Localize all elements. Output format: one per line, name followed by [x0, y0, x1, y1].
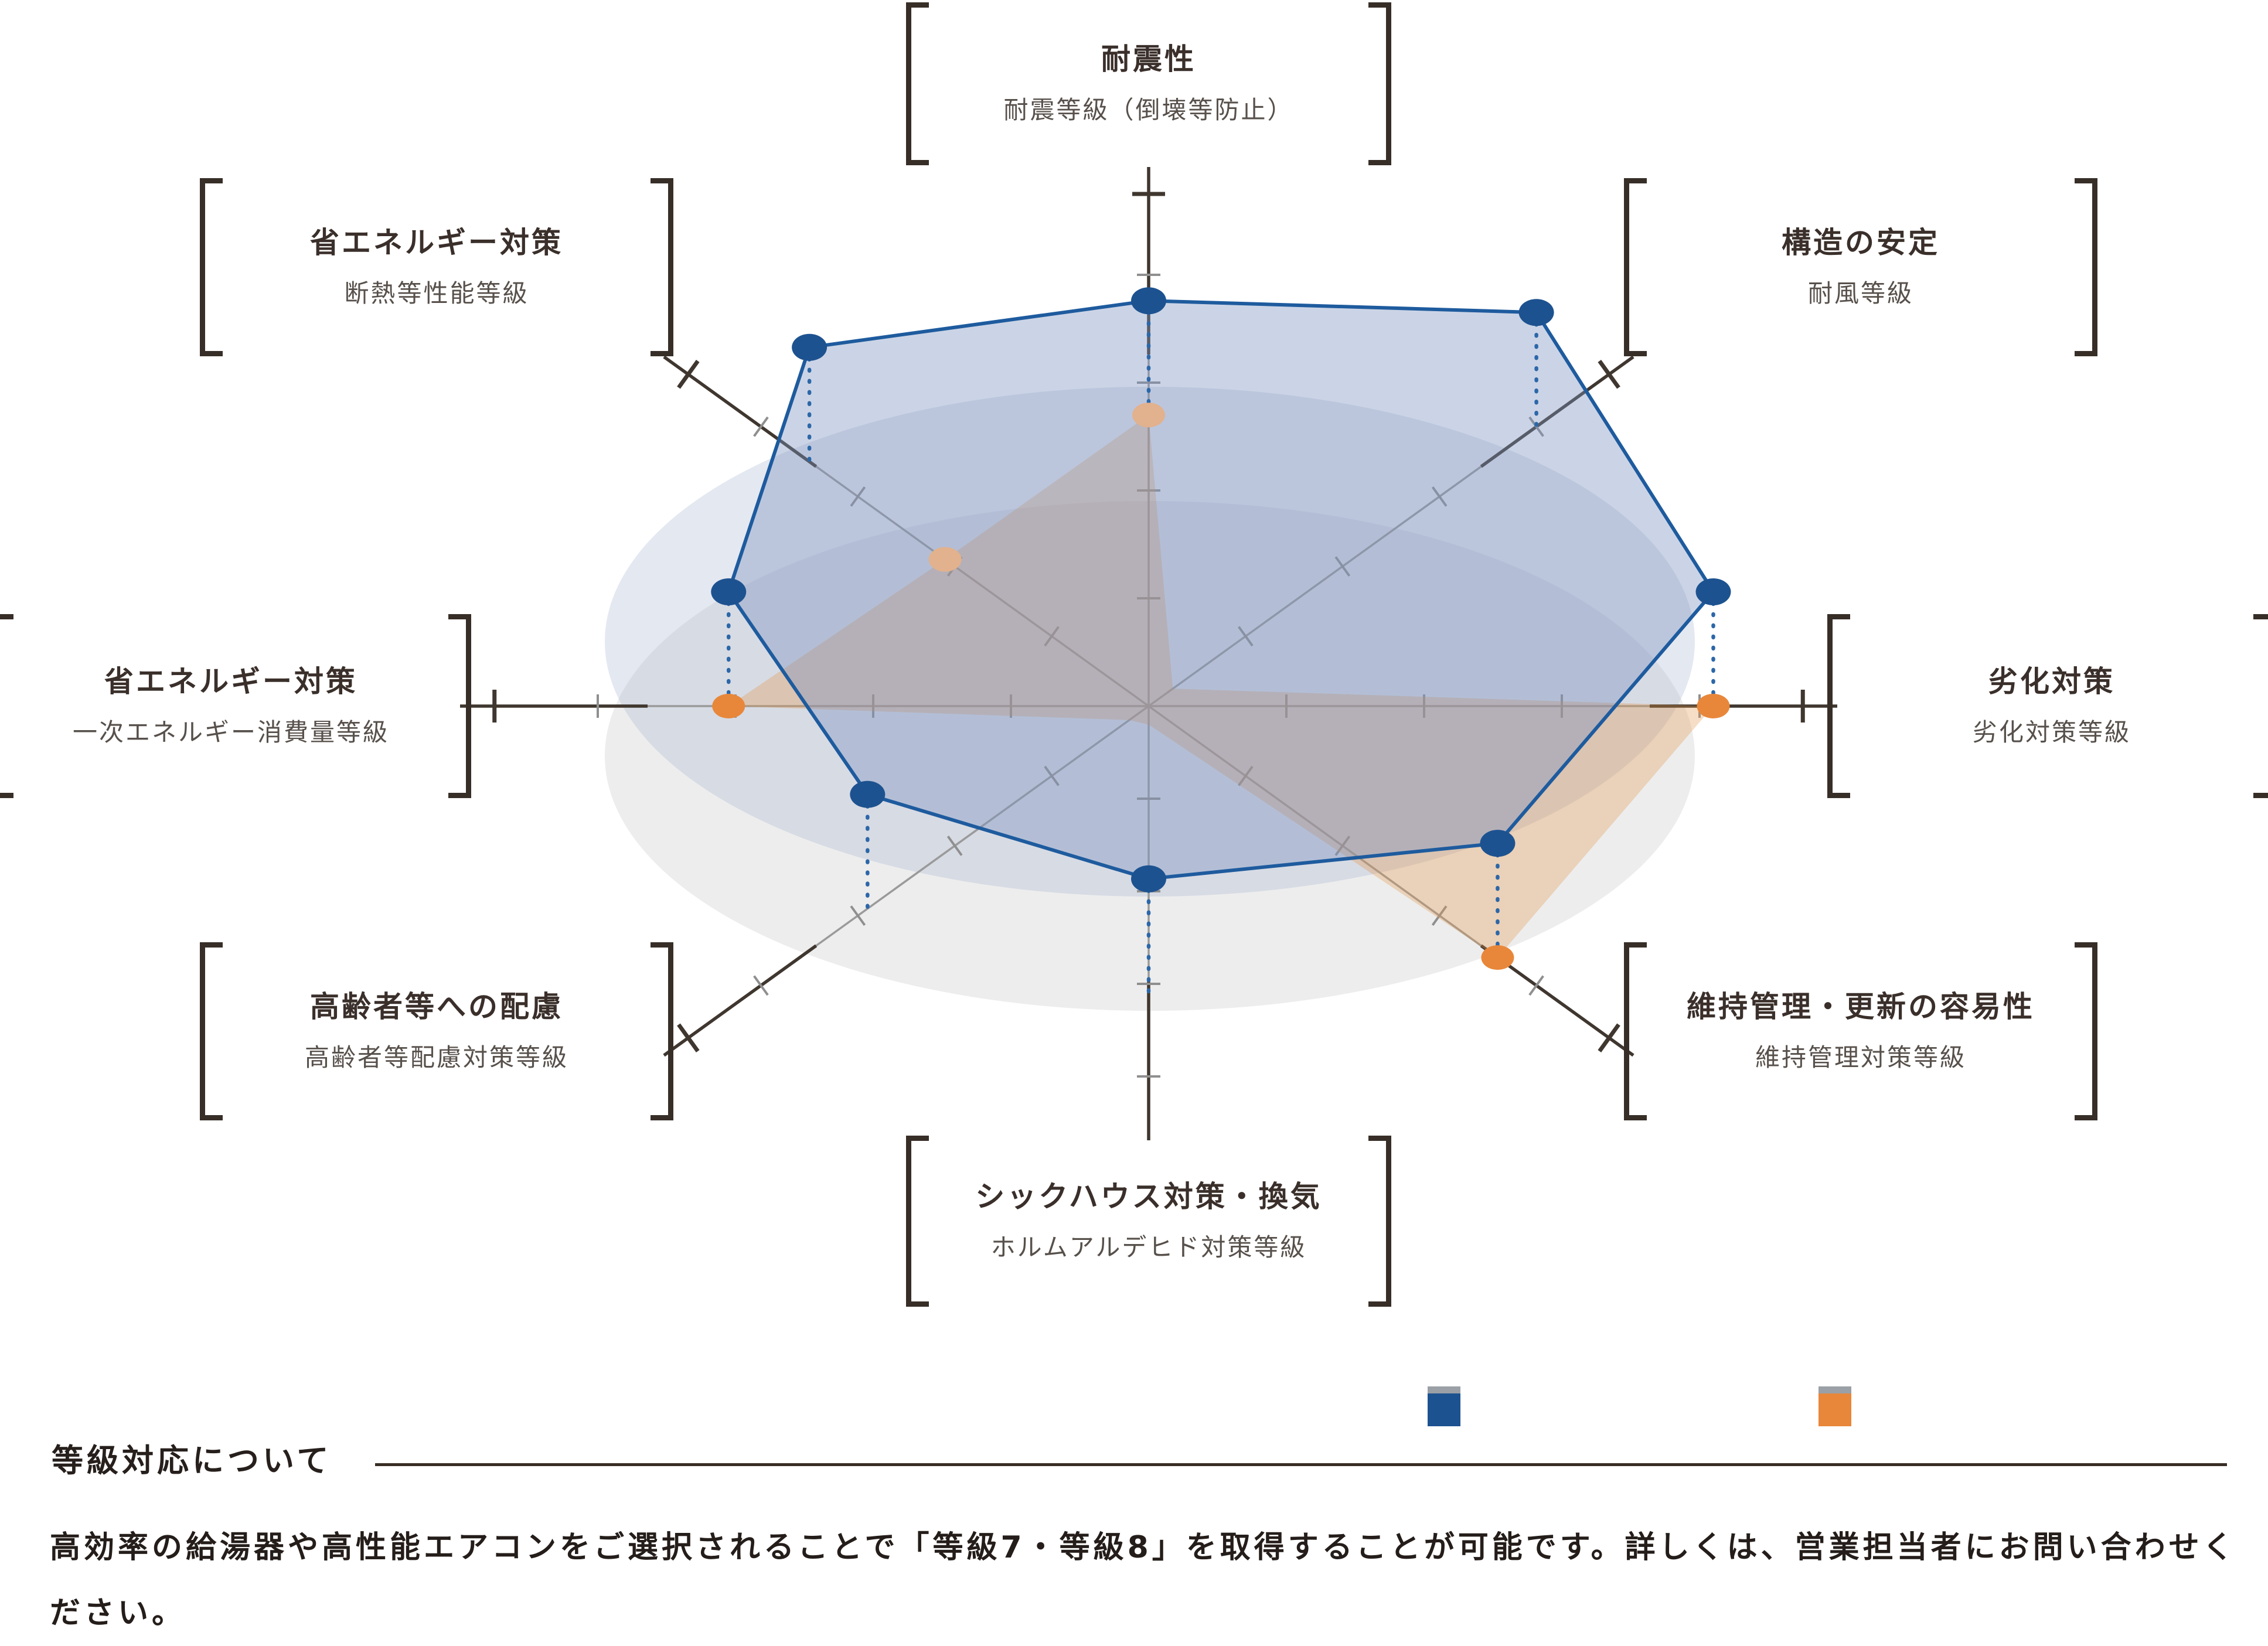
- axis-subtitle: 維持管理対策等級: [1755, 1043, 1966, 1072]
- bracket-right-icon: [651, 178, 673, 356]
- axis-title: シックハウス対策・換気: [975, 1180, 1322, 1214]
- base-plane-ellipse: [605, 501, 1695, 1011]
- axis-label-structure: 構造の安定 耐風等級: [1624, 178, 2097, 356]
- axis-tick: [1431, 905, 1448, 926]
- axis-tick-outer: [1598, 360, 1620, 389]
- axis-label-elderly: 高齢者等への配慮 高齢者等配慮対策等級: [200, 942, 673, 1120]
- axis-tick-outer: [677, 1023, 700, 1052]
- axis-tick: [946, 836, 963, 856]
- bracket-left-icon: [1624, 942, 1647, 1120]
- axis-subtitle: 高齢者等配慮対策等級: [304, 1043, 568, 1072]
- axis-label-insulation: 省エネルギー対策 断熱等性能等級: [200, 178, 673, 356]
- bracket-right-icon: [2075, 942, 2097, 1120]
- axis-tick: [753, 975, 769, 996]
- bracket-left-icon: [906, 2, 929, 165]
- axis-tick: [1238, 626, 1254, 647]
- footer-body-text: 高効率の給湯器や高性能エアコンをご選択されることで「等級7・等級8」を取得するこ…: [50, 1530, 2237, 1631]
- axis-subtitle: 耐風等級: [1807, 279, 1913, 308]
- axis-title: 省エネルギー対策: [104, 664, 357, 699]
- bracket-right-icon: [1368, 1136, 1391, 1307]
- orange-data-point: [712, 694, 745, 718]
- axis-title: 構造の安定: [1782, 226, 1940, 260]
- bracket-right-icon: [651, 942, 673, 1120]
- bracket-left-icon: [0, 614, 13, 798]
- axis-subtitle: 耐震等級（倒壊等防止）: [1003, 96, 1294, 125]
- axis-tick: [1044, 626, 1060, 647]
- blue-data-point: [1480, 830, 1516, 857]
- blue-data-point: [711, 578, 747, 605]
- footer-rule: [375, 1463, 2227, 1466]
- blue-data-point: [792, 333, 827, 361]
- axis-tick: [850, 905, 866, 926]
- axis-label-primary-energy: 省エネルギー対策 一次エネルギー消費量等級: [0, 614, 471, 798]
- blue-data-point: [850, 781, 886, 808]
- axis-label-earthquake: 耐震性 耐震等級（倒壊等防止）: [906, 2, 1391, 165]
- axis-tick: [753, 416, 769, 437]
- axis-label-maintenance: 維持管理・更新の容易性 維持管理対策等級: [1624, 942, 2097, 1120]
- axis-tick: [1044, 765, 1060, 786]
- axis-title: 耐震性: [1101, 42, 1196, 77]
- orange-data-point: [1481, 945, 1514, 970]
- axis-title: 高齢者等への配慮: [310, 990, 563, 1024]
- axis-tick: [1334, 556, 1351, 577]
- footer-heading: 等級対応について: [52, 1442, 332, 1479]
- legend-blue-swatch: [1428, 1386, 1460, 1426]
- axis-tick: [1528, 975, 1544, 996]
- blue-data-point: [1518, 299, 1554, 326]
- axis-subtitle: 断熱等性能等級: [344, 279, 529, 308]
- axis-label-air-quality: シックハウス対策・換気 ホルムアルデヒド対策等級: [906, 1136, 1391, 1307]
- axis-label-deterioration: 劣化対策 劣化対策等級: [1827, 614, 2268, 798]
- bracket-left-icon: [1827, 614, 1850, 798]
- axis-tick: [1238, 765, 1254, 786]
- bracket-left-icon: [1624, 178, 1647, 356]
- axis-subtitle: 一次エネルギー消費量等級: [72, 718, 389, 747]
- bracket-right-icon: [2253, 614, 2268, 798]
- elevated-plane-ellipse: [605, 387, 1695, 897]
- blue-data-point: [1131, 287, 1166, 315]
- legend-orange-swatch: [1819, 1386, 1851, 1426]
- blue-data-point: [1695, 578, 1731, 605]
- axis-subtitle: ホルムアルデヒド対策等級: [990, 1233, 1307, 1262]
- bracket-right-icon: [448, 614, 471, 798]
- series-orange-area: [728, 415, 1714, 958]
- bracket-left-icon: [200, 178, 223, 356]
- axis-tick-outer: [677, 360, 700, 389]
- axis-tick: [1334, 836, 1351, 856]
- bracket-right-icon: [1368, 2, 1391, 165]
- axis-line: [663, 356, 1634, 1057]
- orange-data-point: [1697, 694, 1730, 718]
- axis-tick: [1431, 486, 1448, 507]
- axis-title: 維持管理・更新の容易性: [1687, 990, 2035, 1024]
- axis-tick-outer: [1598, 1023, 1620, 1052]
- bracket-left-icon: [200, 942, 223, 1120]
- bracket-right-icon: [2075, 178, 2097, 356]
- orange-data-point: [1132, 403, 1165, 428]
- blue-data-point: [1131, 865, 1166, 892]
- axis-title: 省エネルギー対策: [310, 226, 563, 260]
- axis-title: 劣化対策: [1988, 664, 2115, 699]
- axis-subtitle: 劣化対策等級: [1972, 718, 2131, 747]
- axis-tick: [850, 486, 866, 507]
- orange-data-point: [928, 547, 962, 572]
- bracket-left-icon: [906, 1136, 929, 1307]
